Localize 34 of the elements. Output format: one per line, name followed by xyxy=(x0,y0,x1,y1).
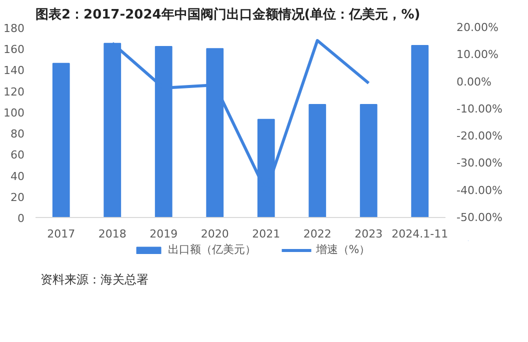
y2-tick-label: 20.00% xyxy=(456,21,498,34)
y2-tick-label: -40.00% xyxy=(456,184,502,197)
x-tick-label: 2018 xyxy=(98,228,126,240)
y2-tick-label: -20.00% xyxy=(456,130,502,143)
y-tick-label: 60 xyxy=(10,148,25,162)
chart-title: 图表2：2017-2024年中国阀门出口金额情况(单位：亿美元，%) xyxy=(36,6,420,22)
y-tick-label: 180 xyxy=(4,22,25,35)
x-tick-label: 2020 xyxy=(200,228,229,240)
bar xyxy=(360,104,378,218)
bar xyxy=(411,44,429,218)
x-tick-label: 2022 xyxy=(303,228,332,240)
x-tick-label: 2024.1-11 xyxy=(392,228,448,240)
x-tick-label: 2023 xyxy=(354,228,383,240)
y-tick-label: 20 xyxy=(10,190,25,204)
bar xyxy=(308,104,326,218)
y-tick-label: 140 xyxy=(4,64,25,78)
y-tick-label: 160 xyxy=(4,43,25,56)
bar xyxy=(52,62,70,218)
y2-tick-label: 0.00% xyxy=(456,75,492,88)
y2-tick-label: 10.00% xyxy=(456,48,498,62)
legend-label: 出口额（亿美元） xyxy=(168,242,256,257)
legend-label: 增速（%） xyxy=(316,242,370,257)
y2-tick-label: -10.00% xyxy=(456,102,502,116)
x-tick-label: 2017 xyxy=(47,228,76,240)
y2-tick-label: -30.00% xyxy=(456,156,502,170)
x-tick-label: 2019 xyxy=(150,228,178,240)
y-tick-label: 0 xyxy=(18,212,24,225)
text: 资料来源：海关总署 xyxy=(40,272,148,286)
y-tick-label: 40 xyxy=(10,170,25,183)
y-tick-label: 120 xyxy=(4,85,25,98)
y-tick-label: 80 xyxy=(10,128,25,141)
y-tick-label: 100 xyxy=(4,106,25,120)
x-tick-label: 2021 xyxy=(252,228,280,240)
y2-tick-label: -50.00% xyxy=(456,211,502,224)
